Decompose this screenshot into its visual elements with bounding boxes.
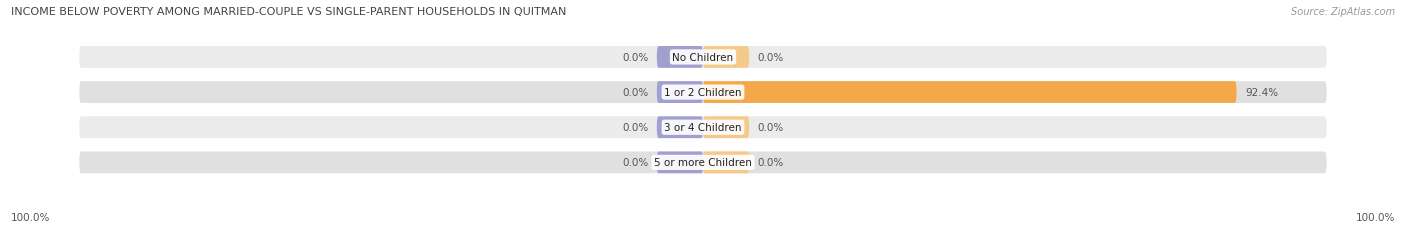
Text: 100.0%: 100.0% <box>1355 212 1395 222</box>
Text: 1 or 2 Children: 1 or 2 Children <box>664 88 742 98</box>
FancyBboxPatch shape <box>657 47 703 69</box>
Text: INCOME BELOW POVERTY AMONG MARRIED-COUPLE VS SINGLE-PARENT HOUSEHOLDS IN QUITMAN: INCOME BELOW POVERTY AMONG MARRIED-COUPL… <box>11 7 567 17</box>
FancyBboxPatch shape <box>657 82 703 103</box>
FancyBboxPatch shape <box>657 152 703 173</box>
Text: 0.0%: 0.0% <box>621 158 648 168</box>
FancyBboxPatch shape <box>79 117 1327 139</box>
Text: No Children: No Children <box>672 53 734 63</box>
FancyBboxPatch shape <box>79 47 1327 69</box>
Text: 92.4%: 92.4% <box>1246 88 1278 98</box>
Text: 0.0%: 0.0% <box>758 123 785 133</box>
Text: 0.0%: 0.0% <box>621 88 648 98</box>
Text: 3 or 4 Children: 3 or 4 Children <box>664 123 742 133</box>
FancyBboxPatch shape <box>703 47 749 69</box>
FancyBboxPatch shape <box>703 152 749 173</box>
FancyBboxPatch shape <box>703 82 1237 103</box>
Text: 100.0%: 100.0% <box>11 212 51 222</box>
FancyBboxPatch shape <box>703 117 749 139</box>
FancyBboxPatch shape <box>79 82 1327 103</box>
Text: Source: ZipAtlas.com: Source: ZipAtlas.com <box>1291 7 1395 17</box>
Text: 0.0%: 0.0% <box>758 53 785 63</box>
Text: 0.0%: 0.0% <box>758 158 785 168</box>
Text: 0.0%: 0.0% <box>621 53 648 63</box>
FancyBboxPatch shape <box>79 152 1327 173</box>
Text: 5 or more Children: 5 or more Children <box>654 158 752 168</box>
FancyBboxPatch shape <box>657 117 703 139</box>
Text: 0.0%: 0.0% <box>621 123 648 133</box>
